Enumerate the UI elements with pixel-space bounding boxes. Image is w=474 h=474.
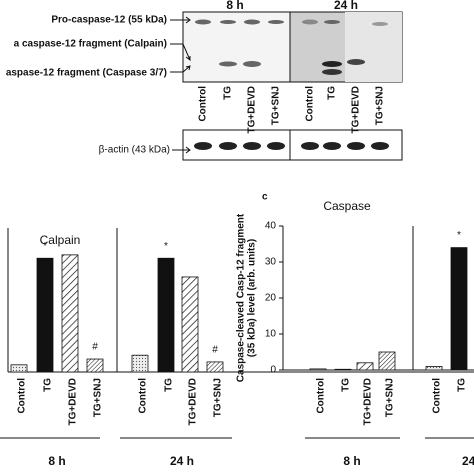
- annotation: #: [212, 345, 218, 356]
- x-tick-label: TG: [341, 378, 352, 392]
- lane-label: TG: [327, 86, 338, 100]
- x-tick-label: TG+SNJ: [385, 378, 396, 417]
- x-tick-label: Control: [138, 378, 149, 414]
- x-tick-label: TG+SNJ: [213, 378, 224, 417]
- annotation: *: [164, 241, 168, 252]
- lane-label: TG: [223, 86, 234, 100]
- y-tick-label: 10: [265, 329, 277, 340]
- lane-label: TG+SNJ: [271, 86, 282, 125]
- bar: [61, 254, 79, 373]
- x-tick-label: TG+DEVD: [363, 378, 374, 426]
- band-label: aspase-12 fragment (Caspase 3/7): [6, 68, 167, 79]
- time-label: 8 h: [226, 0, 243, 12]
- bar: [425, 365, 443, 371]
- y-axis-label: Caspase-cleaved Casp-12 fragment: [236, 213, 247, 382]
- x-tick-label: TG+DEVD: [68, 378, 79, 426]
- bar: [10, 364, 28, 373]
- bar: [334, 368, 352, 371]
- chart-title: Caspase: [323, 199, 371, 213]
- charts: Calpain Control TG * TG+DEVD TG+SNJ # Control TG…: [0, 192, 474, 468]
- lane-label: Control: [305, 86, 316, 122]
- x-tick-label: Control: [17, 378, 28, 414]
- y-tick-label: 40: [265, 221, 277, 232]
- lane-label: TG+SNJ: [375, 86, 386, 125]
- lane-label: TG+DEVD: [351, 86, 362, 134]
- y-tick-label: 20: [265, 293, 277, 304]
- x-tick-label: TG: [43, 378, 54, 392]
- x-tick-label: Control: [316, 378, 327, 414]
- bar: [356, 362, 374, 371]
- bar: [378, 351, 396, 371]
- lane-labels: Control TG TG+DEVD TG+SNJ Control TG TG+DEVD TG…: [198, 86, 386, 134]
- group-label: 24 h: [170, 454, 194, 468]
- bar: [309, 368, 327, 371]
- x-tick-label: TG+DEVD: [188, 378, 199, 426]
- x-tick-label: TG+SNJ: [93, 378, 104, 417]
- bar: [36, 257, 54, 373]
- group-label: 24 h: [462, 454, 474, 468]
- time-label: 24 h: [334, 0, 358, 12]
- y-axis-label: (35 kDa) level (arb. units): [247, 239, 258, 357]
- lane-label: Control: [198, 86, 209, 122]
- annotation: *: [43, 241, 47, 252]
- bar: [157, 257, 175, 373]
- loading-label: β-actin (43 kDa): [99, 145, 170, 156]
- band-label: Pro-caspase-12 (55 kDa): [51, 15, 167, 26]
- chart-title: Calpain: [40, 233, 81, 247]
- lane-label: TG+DEVD: [247, 86, 258, 134]
- group-label: 8 h: [343, 454, 360, 468]
- group-label: 8 h: [48, 454, 65, 468]
- annotation: #: [92, 342, 98, 353]
- x-tick-label: TG: [164, 378, 175, 392]
- x-tick-label: Control: [432, 378, 443, 414]
- bar: [206, 361, 224, 373]
- x-tick-label: TG: [457, 378, 468, 392]
- y-tick-label: 30: [265, 257, 277, 268]
- bar: [450, 247, 468, 371]
- bar: [86, 358, 104, 373]
- y-tick-label: 0: [270, 365, 276, 376]
- band-label: a caspase-12 fragment (Calpain): [14, 39, 167, 50]
- bar: [181, 276, 199, 373]
- bar: [131, 354, 149, 373]
- blot: [170, 11, 403, 161]
- panel-label: c: [262, 192, 268, 203]
- annotation: *: [457, 230, 461, 241]
